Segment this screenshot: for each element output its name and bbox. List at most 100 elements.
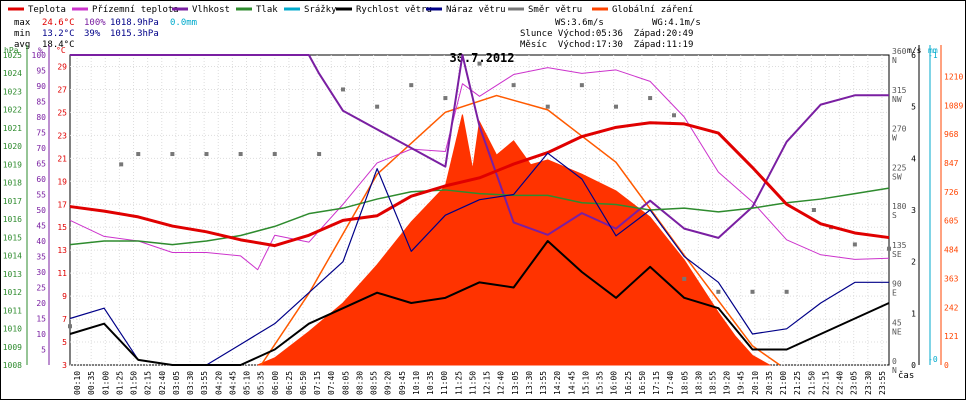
y-tick-label: 1011 bbox=[3, 306, 22, 315]
wind-direction-point bbox=[119, 162, 124, 167]
x-tick-label: 03:05 bbox=[172, 371, 181, 395]
axis-unit: % bbox=[38, 46, 43, 55]
radiation-tick: 363 bbox=[944, 274, 959, 283]
wind-direction-point bbox=[579, 83, 584, 88]
x-tick-label: 18:30 bbox=[694, 371, 703, 395]
x-tick-label: 00:10 bbox=[73, 371, 82, 395]
x-tick-label: 09:45 bbox=[398, 371, 407, 395]
y-tick-label: 11 bbox=[57, 269, 67, 278]
wind-dir-tick: 45 bbox=[892, 318, 902, 327]
y-tick-label: 29 bbox=[57, 62, 67, 71]
x-tick-label: 17:40 bbox=[666, 371, 675, 395]
y-tick-label: 4 bbox=[911, 154, 916, 163]
wind-direction-point bbox=[477, 61, 482, 66]
stats-max-hum: 100% bbox=[84, 18, 106, 28]
x-tick-label: 07:40 bbox=[327, 371, 336, 395]
wind-dir-tick: 0 bbox=[892, 357, 897, 366]
y-tick-label: 1017 bbox=[3, 197, 22, 206]
wind-dir-tick: 135 bbox=[892, 241, 907, 250]
x-tick-label: 22:40 bbox=[836, 371, 845, 395]
wind-direction-point bbox=[375, 104, 380, 109]
y-tick-label: 15 bbox=[36, 315, 46, 324]
series-line-tlak bbox=[69, 187, 890, 246]
x-tick-label: 21:50 bbox=[807, 371, 816, 395]
x-tick-label: 04:20 bbox=[214, 371, 223, 395]
radiation-tick: 605 bbox=[944, 217, 959, 226]
radiation-tick: 0 bbox=[944, 361, 949, 370]
wind-direction-point bbox=[545, 104, 550, 109]
y-tick-label: 95 bbox=[36, 67, 46, 76]
y-tick-label: 75 bbox=[36, 129, 46, 138]
x-tick-label: 09:20 bbox=[384, 371, 393, 395]
wind-dir-tick-compass: S bbox=[892, 211, 897, 220]
wind-dir-tick: 360 bbox=[892, 47, 907, 56]
plot-area bbox=[68, 54, 891, 366]
x-tick-label: 18:05 bbox=[680, 371, 689, 395]
x-tick-label: 06:50 bbox=[299, 371, 308, 395]
chart-title: 30.7.2012 bbox=[449, 51, 514, 65]
x-axis-label: čas bbox=[898, 370, 914, 381]
y-tick-label: 10 bbox=[36, 330, 46, 339]
x-tick-label: 08:30 bbox=[355, 371, 364, 395]
y-tick-label: 1021 bbox=[3, 124, 22, 133]
x-tick-label: 12:15 bbox=[483, 371, 492, 395]
y-tick-label: 15 bbox=[57, 223, 67, 232]
y-tick-label: 1 bbox=[911, 309, 916, 318]
y-tick-label: 60 bbox=[36, 175, 46, 184]
legend-entry: Srážky bbox=[304, 5, 337, 15]
x-tick-label: 00:35 bbox=[87, 371, 96, 395]
y-tick-label: 1019 bbox=[3, 160, 22, 169]
wind-dir-tick-compass: E bbox=[892, 289, 897, 298]
stats-min-hum: 39% bbox=[84, 29, 101, 39]
wind-direction-point bbox=[750, 289, 755, 294]
radiation-tick: 242 bbox=[944, 303, 959, 312]
x-tick-label: 13:30 bbox=[525, 371, 534, 395]
x-tick-label: 23:30 bbox=[864, 371, 873, 395]
legend-entry: Globální záření bbox=[612, 5, 693, 15]
y-tick-label: 17 bbox=[57, 200, 67, 209]
axes: 00:10 00:35 01:00 01:25 01:50 02:15 02:40 03:05… bbox=[3, 45, 963, 395]
series-line-teplota bbox=[69, 121, 890, 248]
y-tick-label: 1018 bbox=[3, 179, 22, 188]
x-tick-label: 21:25 bbox=[793, 371, 802, 395]
y-tick-label: 100 bbox=[32, 51, 47, 60]
y-tick-label: 1024 bbox=[3, 69, 22, 78]
y-tick-label: 45 bbox=[36, 222, 46, 231]
wind-direction-point bbox=[238, 152, 243, 157]
y-tick-label: 25 bbox=[57, 108, 67, 117]
radiation-tick: 847 bbox=[944, 159, 959, 168]
wind-dir-tick: 90 bbox=[892, 280, 902, 289]
x-tick-label: 17:15 bbox=[652, 371, 661, 395]
y-tick-label: 2 bbox=[911, 258, 916, 267]
x-tick-label: 02:15 bbox=[144, 371, 153, 395]
wind-direction-point bbox=[341, 87, 345, 92]
x-tick-label: 22:15 bbox=[821, 371, 830, 395]
y-tick-label: 1012 bbox=[3, 288, 22, 297]
y-tick-label: 5 bbox=[911, 103, 916, 112]
x-tick-label: 01:00 bbox=[101, 371, 110, 395]
x-tick-label: 13:05 bbox=[511, 371, 520, 395]
x-tick-label: 18:55 bbox=[708, 371, 717, 395]
x-tick-label: 20:10 bbox=[751, 371, 760, 395]
rain-tick: -0 bbox=[928, 355, 938, 364]
legend-entry: Vlhkost bbox=[192, 5, 230, 15]
wind-direction-point bbox=[614, 104, 618, 109]
wind-direction-point bbox=[672, 113, 677, 118]
radiation-tick: 484 bbox=[944, 246, 959, 255]
y-tick-label: 1008 bbox=[3, 361, 22, 370]
wind-direction-point bbox=[511, 83, 516, 88]
y-tick-label: 19 bbox=[57, 177, 67, 186]
moon-line: Měsíc Východ:17:30 Západ:11:19 bbox=[520, 40, 693, 50]
wind-direction-point bbox=[682, 276, 687, 281]
wind-direction-point bbox=[887, 246, 891, 251]
wind-direction-point bbox=[409, 83, 414, 88]
x-tick-label: 14:20 bbox=[553, 371, 562, 395]
x-tick-label: 12:40 bbox=[497, 371, 506, 395]
wind-dir-tick-compass: NE bbox=[892, 327, 902, 336]
y-tick-label: 5 bbox=[62, 338, 67, 347]
x-tick-label: 14:45 bbox=[567, 371, 576, 395]
legend-entry: Rychlost větru bbox=[356, 5, 432, 15]
y-tick-label: 1009 bbox=[3, 343, 22, 352]
x-tick-label: 16:00 bbox=[610, 371, 619, 395]
y-tick-label: 27 bbox=[57, 85, 67, 94]
